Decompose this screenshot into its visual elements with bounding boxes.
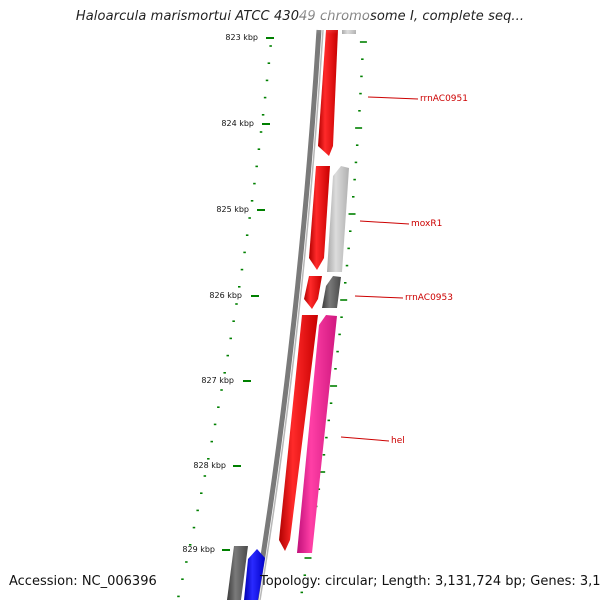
tick-label: 823 kbp: [225, 33, 258, 42]
gene-label: rrnAC0951: [420, 94, 468, 104]
label-rrnAC0951[interactable]: rrnAC0951: [367, 94, 468, 104]
gene-hel[interactable]: [297, 315, 337, 553]
accession-text: Accession: NC_006396: [9, 574, 157, 589]
gene-blue[interactable]: [244, 549, 265, 600]
tick-label: 826 kbp: [209, 291, 242, 300]
tick-label: 824 kbp: [221, 119, 254, 128]
gene-label: rrnAC0953: [405, 293, 453, 303]
label-hel[interactable]: hel: [340, 436, 405, 446]
tick-829: 829 kbp: [182, 545, 230, 554]
topology-text: Topology: circular; Length: 3,131,724 bp…: [260, 574, 600, 589]
gene-label: hel: [391, 436, 405, 446]
gene-rrnAC0951[interactable]: [318, 30, 338, 156]
inner-tick-track: [177, 45, 272, 598]
outer-tick-track: [300, 41, 367, 594]
tick-826: 826 kbp: [209, 291, 259, 300]
tick-824: 824 kbp: [221, 119, 270, 128]
label-rrnAC0953[interactable]: rrnAC0953: [354, 293, 453, 303]
tick-label: 829 kbp: [182, 545, 215, 554]
backbone-arc: [253, 29, 322, 600]
tick-823: 823 kbp: [225, 33, 274, 42]
gene-rrnAC0953[interactable]: [322, 276, 341, 308]
tick-827: 827 kbp: [201, 376, 251, 385]
gene-moxR1[interactable]: [327, 166, 349, 272]
gene-red-4[interactable]: [279, 315, 318, 551]
tick-825: 825 kbp: [216, 205, 265, 214]
gene-red-2[interactable]: [309, 166, 330, 270]
tick-label: 828 kbp: [193, 461, 226, 470]
gene-label: moxR1: [411, 219, 442, 229]
label-moxR1[interactable]: moxR1: [359, 219, 442, 229]
map-title: Haloarcula marismortui ATCC 43049 chromo…: [75, 9, 525, 24]
gene-red-3[interactable]: [304, 276, 322, 309]
gene-grey-bottom[interactable]: [227, 546, 248, 600]
top-fade: [300, 0, 370, 34]
tick-label: 825 kbp: [216, 205, 249, 214]
tick-828: 828 kbp: [193, 461, 241, 470]
backbone-highlight: [259, 29, 324, 600]
tick-label: 827 kbp: [201, 376, 234, 385]
